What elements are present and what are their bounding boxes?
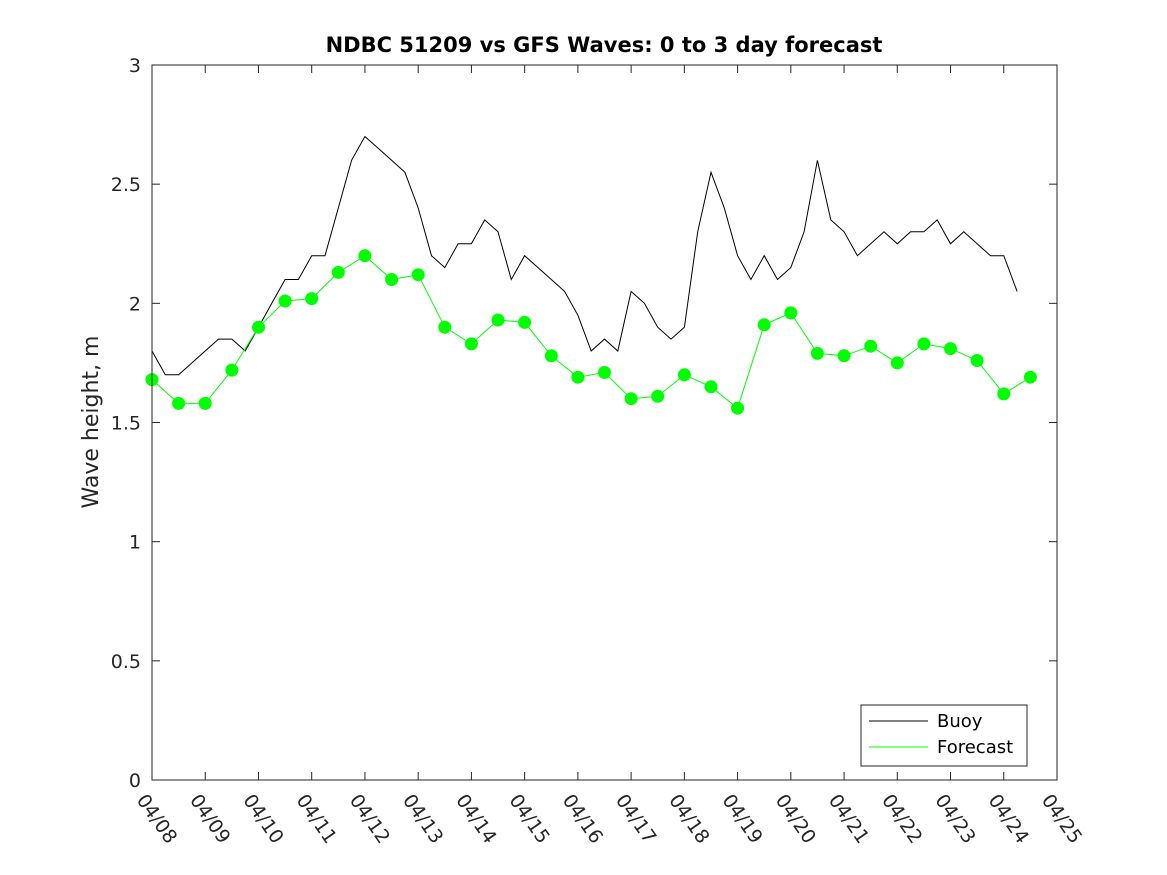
series-line-forecast	[151, 255, 1031, 410]
forecast-point	[917, 337, 931, 351]
forecast-point	[518, 315, 532, 329]
forecast-point	[438, 320, 452, 334]
forecast-point	[970, 354, 984, 367]
forecast-point	[172, 396, 186, 410]
forecast-point	[944, 342, 957, 356]
forecast-point	[571, 370, 585, 384]
forecast-point	[624, 392, 638, 406]
plot-frame	[151, 64, 1058, 781]
plot-area	[152, 65, 1057, 780]
forecast-point	[598, 366, 611, 379]
y-axis: 0 0.5 1 1.5 2 2.5 3	[111, 55, 1057, 792]
forecast-point	[278, 294, 292, 308]
series-line-buoy	[151, 135, 1018, 376]
forecast-point	[731, 401, 745, 415]
forecast-point	[331, 265, 345, 279]
forecast-markers	[145, 249, 1037, 415]
forecast-point	[784, 306, 798, 320]
y-tick-label: 2.5	[111, 174, 141, 196]
legend-box	[860, 704, 1028, 767]
forecast-point	[997, 387, 1011, 401]
legend: Buoy Forecast	[860, 704, 1028, 767]
y-tick-label: 1.5	[111, 413, 141, 435]
forecast-point	[358, 249, 372, 263]
forecast-point	[890, 356, 904, 370]
forecast-point	[677, 368, 691, 382]
forecast-point	[225, 363, 239, 377]
forecast-point	[252, 320, 265, 334]
forecast-point	[1023, 370, 1037, 384]
forecast-point	[837, 349, 851, 363]
forecast-point	[411, 268, 425, 282]
legend-forecast-label: Forecast	[937, 737, 1013, 758]
y-tick-label: 0.5	[111, 651, 141, 673]
y-tick-label: 0	[129, 770, 141, 792]
forecast-point	[651, 389, 665, 403]
forecast-point	[864, 339, 878, 353]
forecast-point	[544, 349, 558, 363]
forecast-point	[491, 313, 505, 327]
y-tick-label: 1	[129, 532, 141, 554]
chart-title: NDBC 51209 vs GFS Waves: 0 to 3 day fore…	[326, 33, 883, 57]
forecast-point	[464, 337, 478, 351]
forecast-point	[810, 346, 824, 360]
forecast-point	[385, 273, 399, 286]
legend-buoy-label: Buoy	[937, 711, 983, 732]
forecast-point	[704, 380, 718, 394]
forecast-point	[198, 396, 212, 410]
forecast-point	[757, 318, 771, 332]
forecast-point	[305, 292, 319, 306]
series-lines	[151, 135, 1031, 410]
y-tick-label: 3	[129, 55, 141, 77]
y-axis-label: Wave height, m	[79, 336, 104, 509]
y-tick-label: 2	[129, 293, 141, 315]
